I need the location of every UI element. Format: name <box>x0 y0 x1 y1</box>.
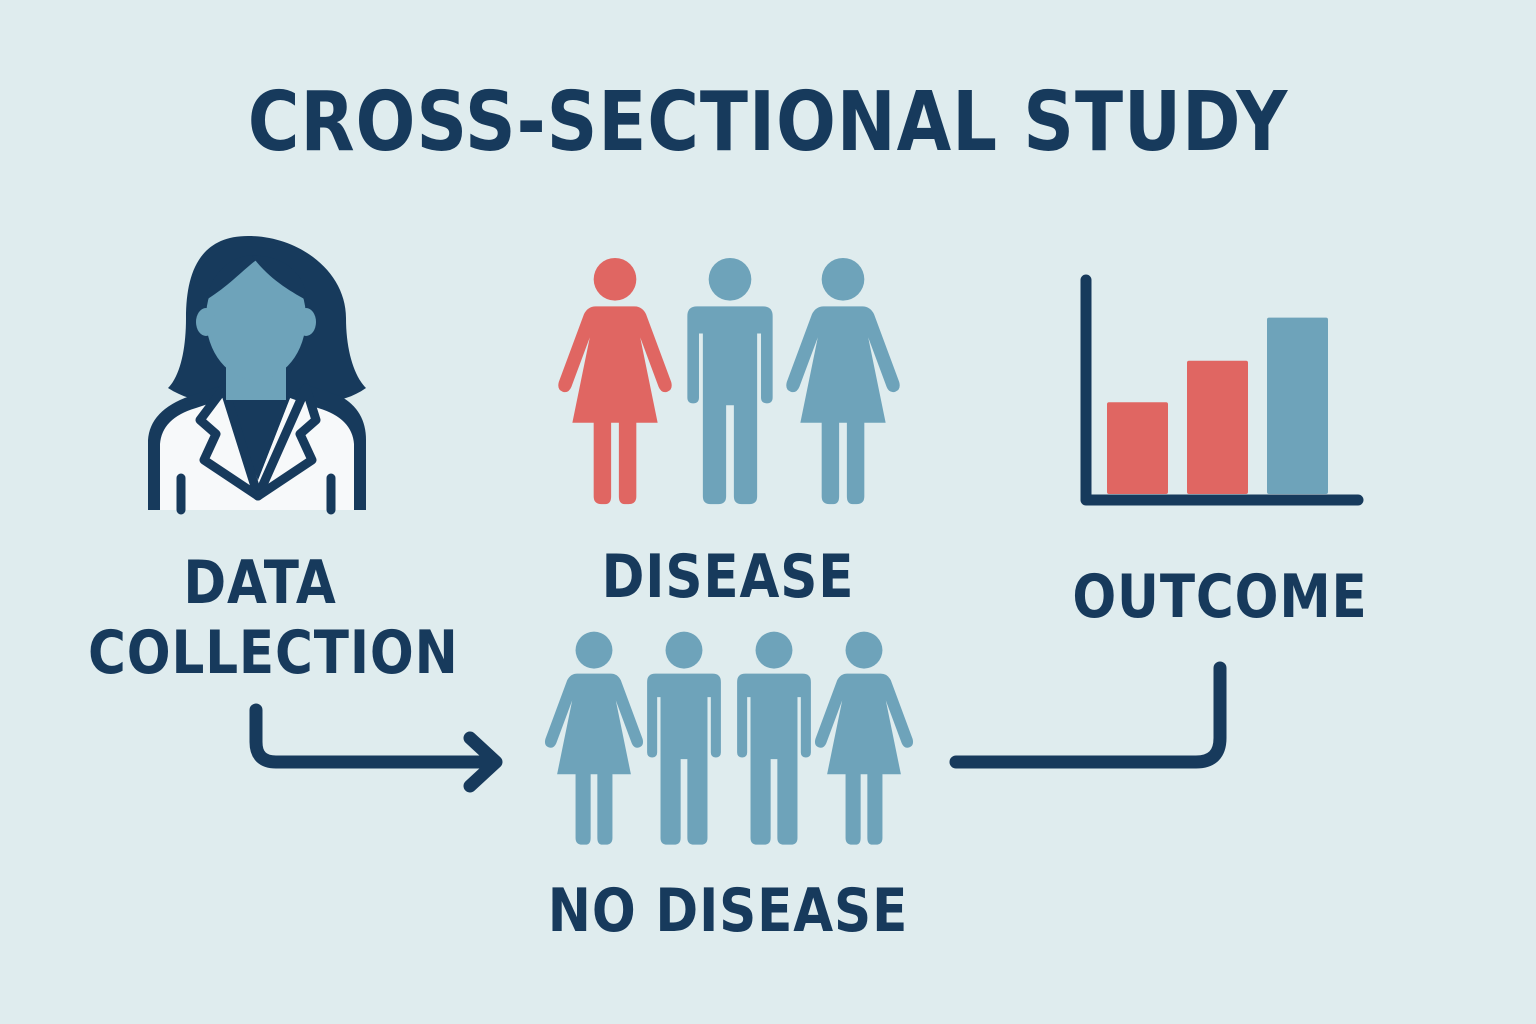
no-disease-person-2 <box>647 631 721 845</box>
connector-line-icon <box>949 661 1227 769</box>
disease-group-icon <box>558 257 900 505</box>
chart-bar-3 <box>1267 317 1328 494</box>
data-collection-label: DATA COLLECTION <box>88 548 459 688</box>
page-title: CROSS-SECTIONAL STUDY <box>247 75 1289 170</box>
data-collection-label-line2: COLLECTION <box>88 618 459 688</box>
disease-label: DISEASE <box>601 542 855 612</box>
chart-bar-2 <box>1187 360 1248 494</box>
arrow-icon <box>249 703 503 793</box>
no-disease-person-3 <box>737 631 811 845</box>
no-disease-person-1 <box>544 631 644 845</box>
chart-bar-1 <box>1107 402 1168 494</box>
no-disease-group-icon <box>544 631 914 845</box>
disease-person-3 <box>786 257 900 505</box>
no-disease-person-4 <box>814 631 914 845</box>
data-collection-label-line1: DATA <box>183 548 337 618</box>
bar-chart-icon <box>1080 274 1364 506</box>
disease-person-2 <box>687 257 773 505</box>
outcome-label: OUTCOME <box>1072 562 1368 632</box>
disease-person-1 <box>558 257 672 505</box>
researcher-icon <box>148 236 366 515</box>
chart-axes <box>1080 274 1364 506</box>
no-disease-label: NO DISEASE <box>547 876 909 946</box>
